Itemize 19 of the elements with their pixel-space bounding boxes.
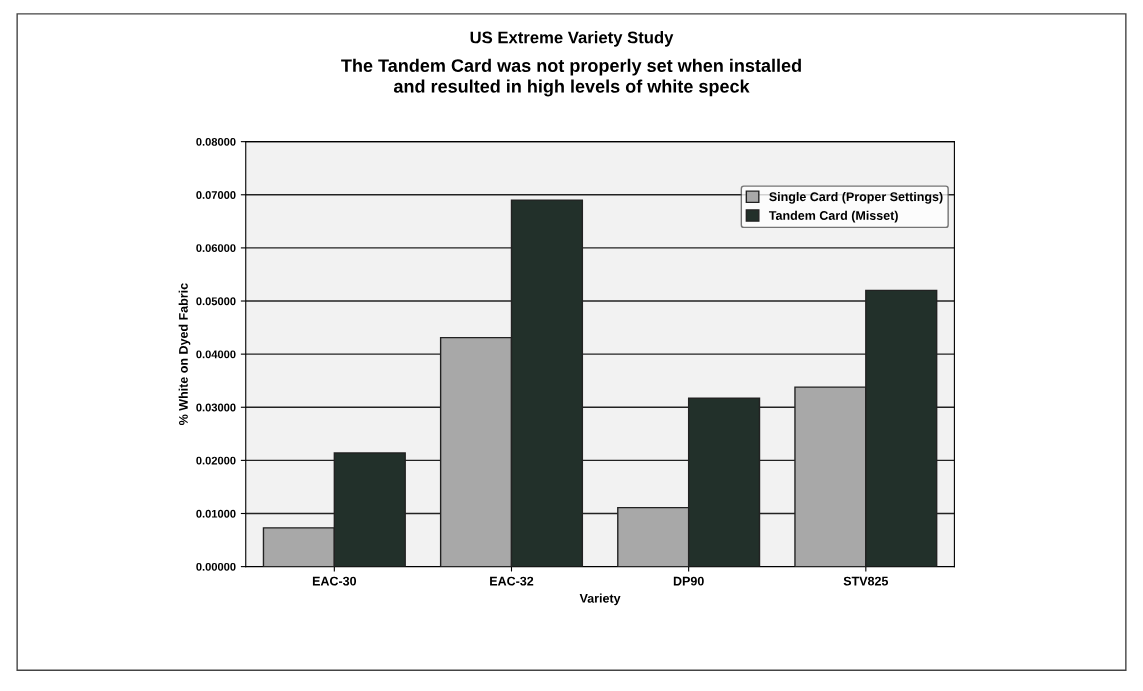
y-tick-label: 0.03000 [196, 403, 236, 412]
y-axis-title: % White on Dyed Fabric [178, 283, 191, 426]
chart-title: US Extreme Variety Study [470, 31, 674, 47]
y-tick-label: 0.08000 [196, 137, 236, 146]
chart-subtitle: The Tandem Card was not properly set when installed and resulted in high levels of white speck [341, 58, 801, 97]
x-tick-label: EAC-30 [312, 576, 357, 586]
y-tick-label: 0.02000 [196, 456, 236, 465]
y-tick-label: 0.00000 [196, 562, 236, 571]
legend-label: Single Card (Proper Settings) [769, 191, 943, 204]
x-axis-title: Variety [579, 593, 621, 606]
legend-label: Tandem Card (Misset) [768, 210, 898, 223]
y-tick-label: 0.04000 [196, 350, 236, 359]
x-tick-label: DP90 [673, 576, 704, 586]
y-tick-label: 0.05000 [196, 297, 236, 306]
y-tick-label: 0.07000 [196, 191, 236, 199]
y-tick-label: 0.06000 [196, 244, 236, 253]
x-tick-label: STV825 [843, 576, 889, 586]
x-tick-label: EAC-32 [490, 576, 534, 586]
y-tick-label: 0.01000 [196, 509, 236, 518]
